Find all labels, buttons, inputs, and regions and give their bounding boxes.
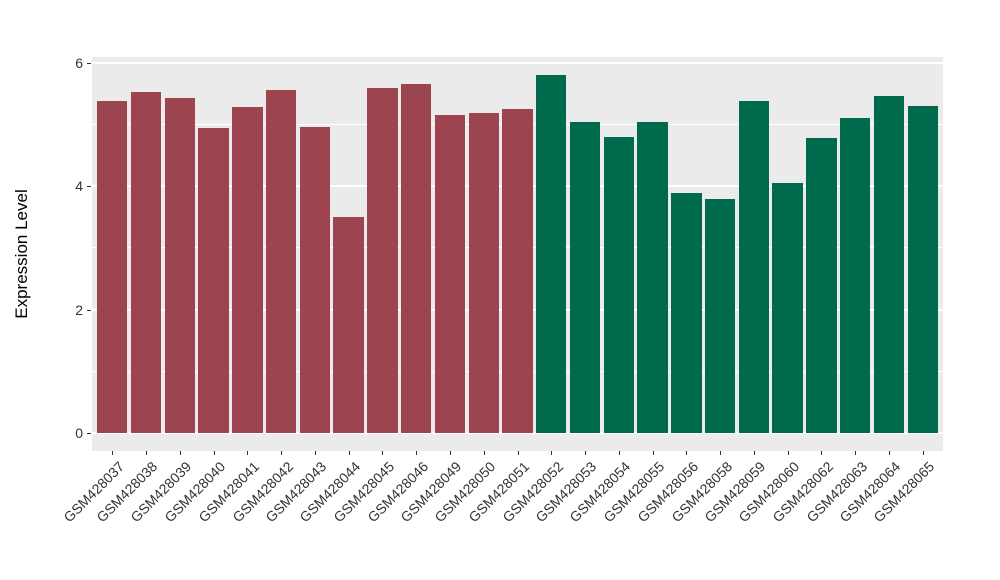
bar-GSM428060 bbox=[772, 183, 803, 433]
bar-GSM428064 bbox=[873, 95, 905, 433]
x-axis-tick-mark bbox=[922, 451, 924, 455]
bar-GSM428053 bbox=[569, 122, 601, 433]
bar-GSM428038 bbox=[130, 92, 162, 433]
gridline-major bbox=[92, 431, 943, 434]
x-axis-tick-mark bbox=[281, 451, 283, 455]
bar-GSM428039 bbox=[164, 97, 195, 433]
x-axis-tick-mark bbox=[652, 451, 654, 455]
x-axis-tick-mark bbox=[551, 451, 553, 455]
x-axis-tick-mark bbox=[720, 451, 722, 455]
bar-GSM428050 bbox=[468, 112, 499, 433]
y-axis-tick-label: 6 bbox=[75, 55, 83, 72]
x-axis-tick-mark bbox=[888, 451, 890, 455]
bar-GSM428045 bbox=[367, 87, 398, 433]
bar-GSM428040 bbox=[198, 127, 229, 433]
bar-GSM428052 bbox=[536, 75, 567, 433]
y-axis-tick-mark bbox=[87, 63, 91, 65]
gridline-major bbox=[92, 62, 943, 65]
bar-GSM428049 bbox=[434, 114, 466, 433]
x-axis-tick-mark bbox=[382, 451, 384, 455]
bar-GSM428054 bbox=[603, 137, 634, 433]
y-axis-tick-label: 2 bbox=[75, 301, 83, 318]
x-axis-tick-mark bbox=[416, 451, 418, 455]
x-axis-tick-mark bbox=[821, 451, 823, 455]
x-axis-tick-mark bbox=[449, 451, 451, 455]
bar-GSM428059 bbox=[738, 101, 770, 433]
bar-GSM428055 bbox=[637, 122, 668, 433]
y-axis-tick-mark bbox=[87, 432, 91, 434]
bar-GSM428044 bbox=[333, 217, 364, 433]
x-axis-tick-mark bbox=[213, 451, 215, 455]
x-axis-tick-mark bbox=[517, 451, 519, 455]
bar-GSM428062 bbox=[806, 137, 837, 433]
x-axis-tick-mark bbox=[855, 451, 857, 455]
bar-GSM428058 bbox=[704, 199, 736, 433]
bar-GSM428051 bbox=[502, 109, 533, 433]
x-axis-tick-mark bbox=[483, 451, 485, 455]
y-axis-tick-mark bbox=[87, 186, 91, 188]
y-axis-title: Expression Level bbox=[12, 189, 31, 319]
plot-panel bbox=[92, 57, 943, 451]
x-axis-tick-mark bbox=[247, 451, 249, 455]
bar-GSM428041 bbox=[232, 107, 263, 433]
x-axis-tick-mark bbox=[585, 451, 587, 455]
bar-GSM428042 bbox=[265, 90, 297, 433]
y-axis-tick-label: 4 bbox=[75, 178, 83, 195]
x-axis-tick-mark bbox=[348, 451, 350, 455]
x-axis-tick-mark bbox=[753, 451, 755, 455]
y-axis-tick-label: 0 bbox=[75, 424, 83, 441]
bar-GSM428056 bbox=[671, 193, 702, 433]
bar-GSM428063 bbox=[840, 117, 871, 433]
bar-GSM428065 bbox=[907, 105, 938, 433]
x-axis-tick-mark bbox=[146, 451, 148, 455]
x-axis-tick-mark bbox=[686, 451, 688, 455]
x-axis-tick-mark bbox=[314, 451, 316, 455]
x-axis-tick-mark bbox=[179, 451, 181, 455]
y-axis-tick-mark bbox=[87, 309, 91, 311]
bar-GSM428043 bbox=[299, 127, 331, 433]
bar-GSM428046 bbox=[400, 84, 432, 433]
bar-GSM428037 bbox=[97, 101, 128, 433]
x-axis-tick-mark bbox=[112, 451, 114, 455]
x-axis-tick-mark bbox=[618, 451, 620, 455]
x-axis-tick-mark bbox=[787, 451, 789, 455]
